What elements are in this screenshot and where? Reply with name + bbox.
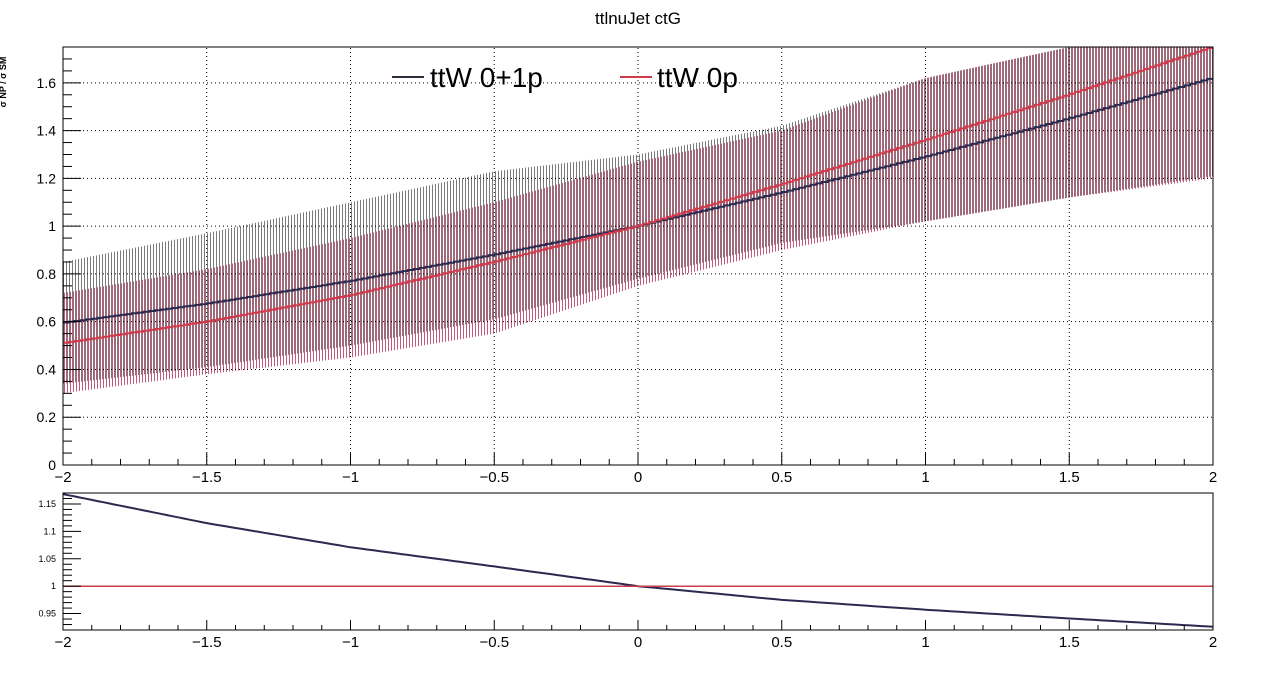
x-tick-label: 0 xyxy=(634,469,642,486)
ratio-plot-panel: −2 −1.5 −1 −0.5 0 0.5 1 1.5 2 0.95 1 1.05 1.1 1.15 xyxy=(38,492,1217,651)
y-tick-label: 0.8 xyxy=(37,266,57,282)
chart-title: ttlnuJet ctG xyxy=(595,9,681,28)
x-tick-label: 2 xyxy=(1209,469,1217,486)
ratio-x-tick-label: −0.5 xyxy=(479,634,509,651)
ratio-x-tick-label: 0 xyxy=(634,634,642,651)
main-plot-panel: −2 −1.5 −1 −0.5 0 0.5 1 1.5 2 0 0.2 0.4 0.6 0.8 1 1.2 1… xyxy=(37,46,1217,486)
ratio-x-tick-label: −1.5 xyxy=(192,634,222,651)
x-tick-label: −0.5 xyxy=(479,469,509,486)
y-tick-label: 0.6 xyxy=(37,314,57,330)
y-tick-label: 1.6 xyxy=(37,75,57,91)
x-tick-label: 1.5 xyxy=(1059,469,1080,486)
ratio-y-tick-label: 1.1 xyxy=(43,526,56,536)
x-tick-label: 0.5 xyxy=(771,469,792,486)
ratio-x-tick-label: 0.5 xyxy=(771,634,792,651)
y-tick-label: 0.2 xyxy=(37,409,57,425)
x-tick-label: −1 xyxy=(342,469,359,486)
x-tick-label: −2 xyxy=(54,469,71,486)
x-tick-label: 1 xyxy=(921,469,929,486)
ratio-x-tick-label: −2 xyxy=(54,634,71,651)
y-tick-label: 1.4 xyxy=(37,123,57,139)
y-axis-label-fragment: σ NP / σ SM xyxy=(0,57,8,108)
ratio-x-tick-label: −1 xyxy=(342,634,359,651)
ratio-y-tick-label: 1 xyxy=(51,581,56,591)
legend-label-ttw-0p: ttW 0p xyxy=(657,62,738,93)
y-tick-label: 0.4 xyxy=(37,361,57,377)
y-tick-label: 0 xyxy=(48,457,56,473)
ratio-x-tick-label: 1.5 xyxy=(1059,634,1080,651)
legend-label-ttw-0p1p: ttW 0+1p xyxy=(430,62,543,93)
x-tick-label: −1.5 xyxy=(192,469,222,486)
ratio-y-tick-label: 0.95 xyxy=(38,609,56,619)
ratio-plot-frame xyxy=(62,492,1214,631)
y-tick-label: 1 xyxy=(48,218,56,234)
ratio-line-ttw-0p1p xyxy=(62,493,1214,628)
y-tick-label: 1.2 xyxy=(37,170,57,186)
legend: ttW 0+1p ttW 0p xyxy=(392,62,738,93)
ratio-x-tick-label: 2 xyxy=(1209,634,1217,651)
ratio-y-tick-label: 1.05 xyxy=(38,554,56,564)
series-line-ttw-0p xyxy=(63,47,1213,344)
ratio-x-tick-label: 1 xyxy=(921,634,929,651)
ratio-y-tick-label: 1.15 xyxy=(38,499,56,509)
